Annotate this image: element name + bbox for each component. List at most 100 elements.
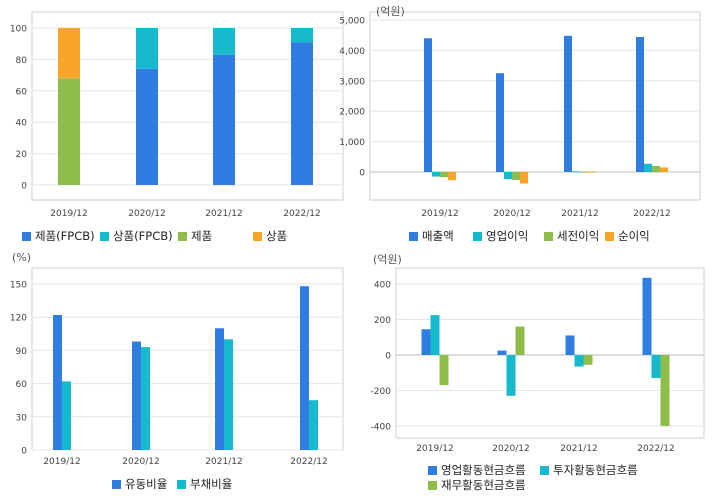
y-tick-label: 60 bbox=[16, 380, 28, 390]
legend-swatch bbox=[473, 231, 482, 241]
legend-label: 투자활동현금흐름 bbox=[553, 463, 638, 477]
legend-swatch bbox=[177, 479, 186, 489]
y-tick-label: 0 bbox=[21, 182, 27, 192]
bar bbox=[448, 172, 456, 181]
legend-label: 제품 bbox=[191, 229, 213, 243]
bar bbox=[504, 172, 512, 179]
x-tick-label: 2022/12 bbox=[290, 457, 327, 467]
x-tick-label: 2020/12 bbox=[128, 209, 165, 219]
bar bbox=[213, 54, 235, 185]
bar bbox=[520, 172, 528, 184]
legend-swatch bbox=[540, 465, 549, 475]
bar bbox=[588, 171, 596, 173]
bar bbox=[136, 28, 158, 69]
bar bbox=[141, 347, 150, 450]
x-tick-label: 2020/12 bbox=[492, 444, 529, 454]
bar bbox=[215, 328, 224, 450]
bar bbox=[564, 35, 572, 172]
bar bbox=[636, 37, 644, 172]
legend-item: 영업이익 bbox=[473, 228, 528, 244]
x-tick-label: 2021/12 bbox=[205, 457, 242, 467]
y-tick-label: 1,000 bbox=[339, 138, 365, 148]
plot-frame bbox=[395, 267, 705, 439]
y-tick-label: 2,000 bbox=[339, 108, 365, 118]
y-tick-label: 0 bbox=[385, 352, 391, 362]
bar bbox=[53, 314, 62, 450]
bar bbox=[439, 355, 449, 386]
bar bbox=[132, 341, 141, 450]
bar bbox=[309, 400, 318, 450]
bar bbox=[300, 286, 309, 450]
legend-item: 부채비율 bbox=[177, 476, 232, 492]
legend-label: 재무활동현금흐름 bbox=[441, 478, 526, 492]
bar bbox=[652, 165, 660, 172]
bar bbox=[58, 78, 80, 185]
legend-label: 부채비율 bbox=[190, 477, 233, 491]
legend-swatch bbox=[112, 479, 121, 489]
x-tick-label: 2019/12 bbox=[50, 209, 87, 219]
y-tick-label: 400 bbox=[374, 281, 391, 291]
legend-label: 매출액 bbox=[422, 229, 454, 243]
y-tick-label: 20 bbox=[16, 150, 28, 160]
bar bbox=[224, 339, 233, 450]
x-tick-label: 2021/12 bbox=[205, 209, 242, 219]
legend-item: 상품 bbox=[253, 228, 287, 244]
legend-item: 유동비율 bbox=[112, 476, 167, 492]
legend-item: 재무활동현금흐름 bbox=[428, 477, 526, 493]
legend-label: 상품 bbox=[266, 229, 288, 243]
bar bbox=[291, 42, 313, 185]
bar bbox=[291, 28, 313, 43]
y-tick-label: 200 bbox=[374, 316, 391, 326]
bar bbox=[213, 28, 235, 55]
legend-label: 영업이익 bbox=[486, 229, 529, 243]
x-tick-label: 2022/12 bbox=[633, 209, 670, 219]
x-tick-label: 2019/12 bbox=[43, 457, 80, 467]
legend-label: 상품(FPCB) bbox=[113, 229, 173, 243]
legend-item: 매출액 bbox=[409, 228, 454, 244]
plot-frame bbox=[31, 267, 344, 451]
legend-label: 유동비율 bbox=[125, 477, 168, 491]
bar bbox=[497, 350, 507, 355]
y-tick-label: -400 bbox=[371, 423, 392, 433]
legend-swatch bbox=[428, 465, 437, 475]
x-tick-label: 2019/12 bbox=[416, 444, 453, 454]
bar bbox=[496, 73, 504, 172]
y-tick-label: 40 bbox=[16, 119, 28, 129]
legend-swatch bbox=[409, 231, 418, 241]
y-tick-label: 30 bbox=[16, 413, 28, 423]
bar bbox=[58, 28, 80, 79]
y-tick-label: 0 bbox=[21, 447, 27, 457]
bar bbox=[421, 329, 431, 355]
y-tick-label: 120 bbox=[10, 314, 27, 324]
bar bbox=[572, 171, 580, 173]
x-tick-label: 2022/12 bbox=[283, 209, 320, 219]
x-tick-label: 2021/12 bbox=[560, 444, 597, 454]
bar bbox=[574, 355, 584, 367]
bar bbox=[565, 335, 575, 355]
bar bbox=[642, 277, 652, 355]
bar bbox=[580, 171, 588, 173]
y-tick-label: 100 bbox=[10, 25, 27, 35]
legend-item: 영업활동현금흐름 bbox=[428, 462, 526, 478]
bar bbox=[62, 381, 71, 450]
legend-label: 순이익 bbox=[618, 229, 650, 243]
bar bbox=[430, 315, 440, 355]
legend-label: 세전이익 bbox=[557, 229, 600, 243]
bar bbox=[424, 38, 432, 172]
x-tick-label: 2021/12 bbox=[561, 209, 598, 219]
y-tick-label: 60 bbox=[16, 87, 28, 97]
bar bbox=[583, 355, 593, 365]
bar bbox=[644, 163, 652, 172]
y-tick-label: 4,000 bbox=[339, 47, 365, 57]
legend-swatch bbox=[22, 231, 31, 241]
legend-swatch bbox=[605, 231, 614, 241]
y-tick-label: 0 bbox=[359, 169, 365, 179]
y-tick-label: 90 bbox=[16, 347, 28, 357]
bar bbox=[515, 326, 525, 355]
unit-label-ratio: (%) bbox=[12, 251, 32, 264]
legend-swatch bbox=[544, 231, 553, 241]
y-tick-label: -200 bbox=[371, 387, 392, 397]
y-tick-label: 150 bbox=[10, 281, 27, 291]
x-tick-label: 2020/12 bbox=[493, 209, 530, 219]
